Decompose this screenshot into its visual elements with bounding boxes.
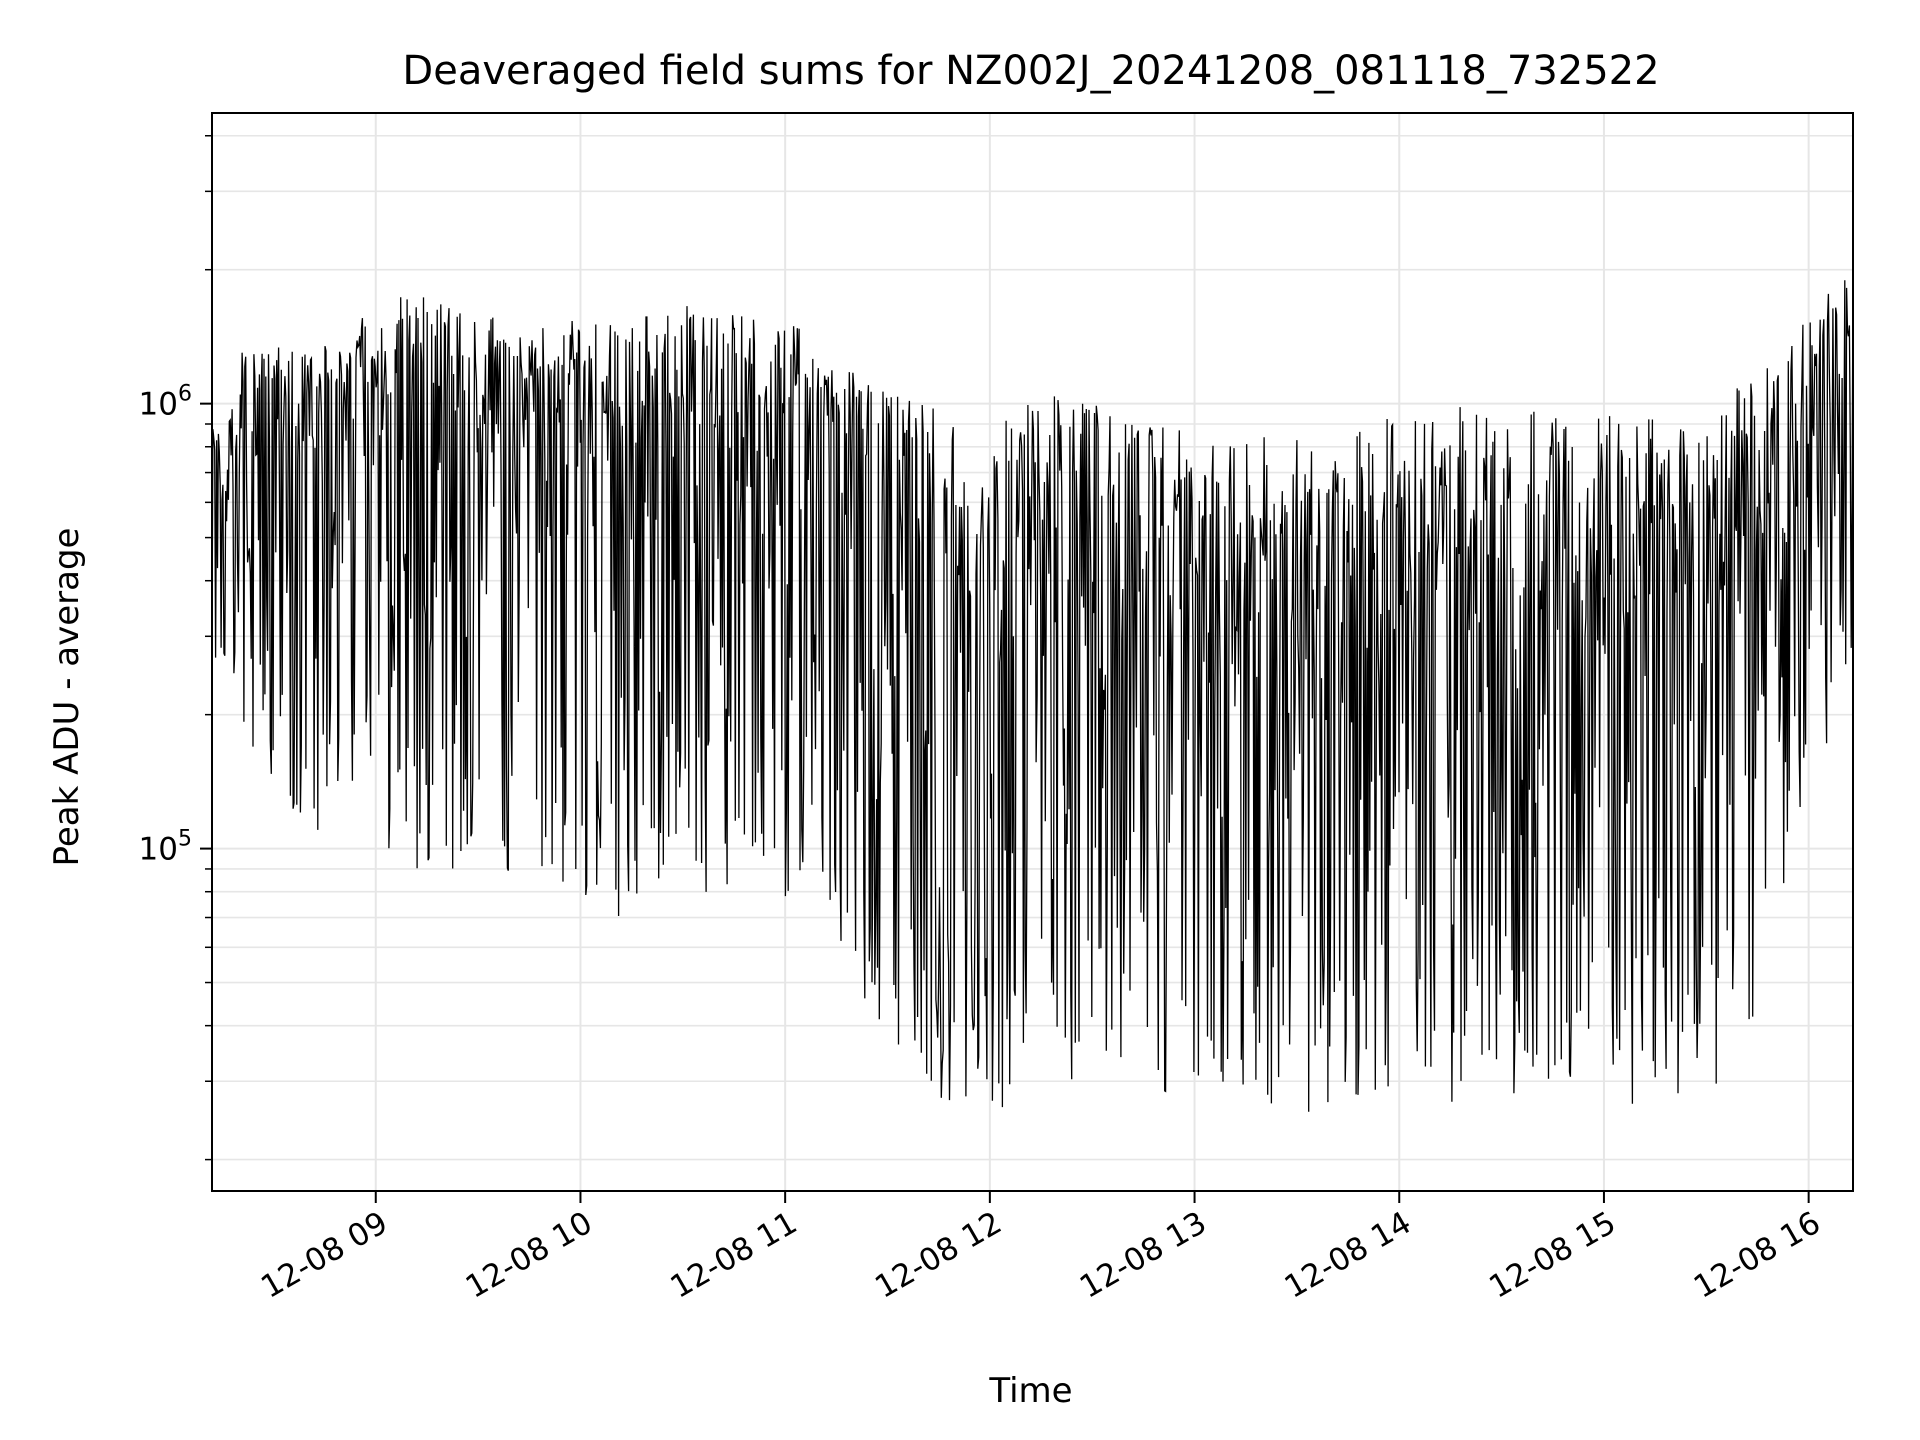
x-axis: 12-08 09 12-08 10 12-08 11 12-08 12 12-08 13… — [255, 1191, 1827, 1306]
x-tick-label: 12-08 12 — [869, 1205, 1008, 1306]
y-axis: 105 106 — [139, 135, 212, 1161]
x-tick-label: 12-08 11 — [664, 1205, 803, 1306]
x-tick-label: 12-08 16 — [1688, 1205, 1827, 1306]
chart-title: Deaveraged field sums for NZ002J_2024120… — [402, 48, 1659, 94]
y-tick-label: 106 — [139, 382, 192, 423]
plot-area-frame — [211, 112, 1854, 1192]
series-line — [211, 269, 1854, 1112]
x-tick-label: 12-08 15 — [1483, 1205, 1622, 1306]
x-tick-label: 12-08 09 — [255, 1205, 394, 1306]
x-tick-label: 12-08 10 — [460, 1205, 599, 1306]
data-layer — [211, 269, 1854, 1112]
x-tick-label: 12-08 13 — [1074, 1205, 1213, 1306]
x-tick-label: 12-08 14 — [1279, 1205, 1418, 1306]
y-axis-title: Peak ADU - average — [47, 528, 87, 867]
y-tick-label: 105 — [139, 827, 192, 868]
x-axis-title: Time — [988, 1371, 1072, 1411]
grid-layer — [212, 113, 1853, 1191]
